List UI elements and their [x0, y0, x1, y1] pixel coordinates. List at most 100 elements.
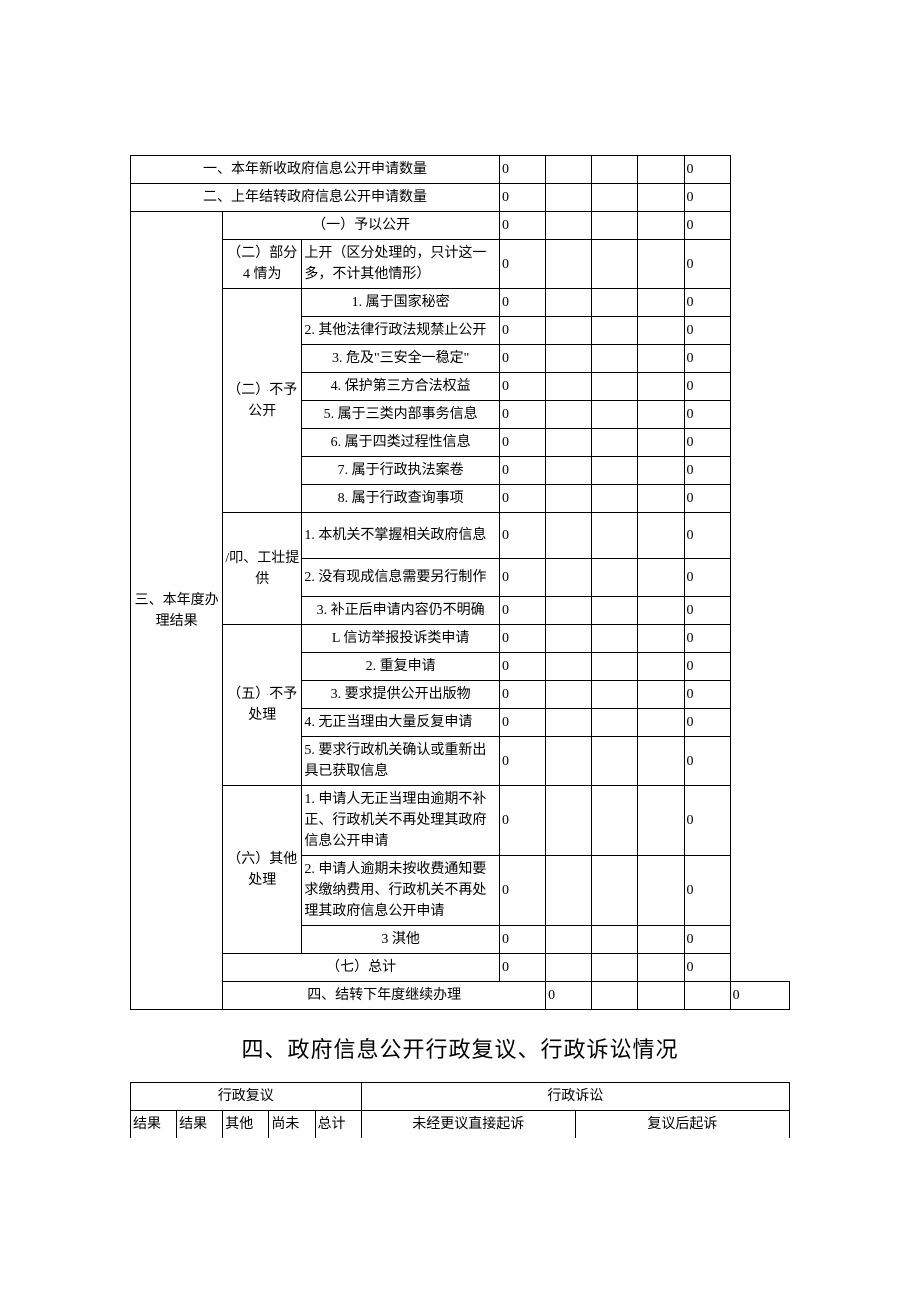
r3-3-item: 5. 属于三类内部事务信息	[302, 401, 500, 429]
cell-empty	[592, 926, 638, 954]
cell-v1: 0	[500, 625, 546, 653]
cell-empty	[546, 926, 592, 954]
r3-3-item: 7. 属于行政执法案卷	[302, 457, 500, 485]
cell-v1: 0	[500, 559, 546, 597]
table-row: 一、本年新收政府信息公开申请数量 0 0	[131, 156, 790, 184]
cell-empty	[592, 317, 638, 345]
cell-v5: 0	[684, 856, 730, 926]
r3-3-item: 3. 危及"三安全一稳定"	[302, 345, 500, 373]
cell-empty	[638, 653, 684, 681]
cell-v1: 0	[500, 709, 546, 737]
cell-empty	[592, 240, 638, 289]
cell-empty	[638, 289, 684, 317]
cell-empty	[592, 954, 638, 982]
r3-3-item: 8. 属于行政查询事项	[302, 485, 500, 513]
cell-v5: 0	[684, 373, 730, 401]
table-row: /叩、工壮提供 1. 本机关不掌握相关政府信息 0 0	[131, 513, 790, 559]
table-row: （七）总计 0 0	[131, 954, 790, 982]
cell-v1: 0	[500, 429, 546, 457]
cell-empty	[638, 156, 684, 184]
t2-qita: 其他	[223, 1111, 269, 1139]
cell-empty	[546, 625, 592, 653]
cell-empty	[638, 485, 684, 513]
cell-v1: 0	[500, 786, 546, 856]
cell-v5: 0	[684, 653, 730, 681]
r3-4-group: /叩、工壮提供	[223, 513, 302, 625]
cell-empty	[638, 429, 684, 457]
cell-empty	[546, 457, 592, 485]
table-row: （二）不予公开 1. 属于国家秘密 0 0	[131, 289, 790, 317]
cell-empty	[546, 653, 592, 681]
cell-v5: 0	[684, 926, 730, 954]
cell-empty	[592, 625, 638, 653]
cell-v1: 0	[500, 954, 546, 982]
cell-empty	[684, 982, 730, 1010]
cell-empty	[592, 856, 638, 926]
table-row: （二）部分4 情为 上开（区分处理的，只计这一多，不计其他情形） 0 0	[131, 240, 790, 289]
r3-5-item: L 信访举报投诉类申请	[302, 625, 500, 653]
cell-v1: 0	[500, 289, 546, 317]
cell-v5: 0	[684, 457, 730, 485]
r3-1-v1: 0	[500, 212, 546, 240]
review-table: 行政复议 行政诉讼 结果 结果 其他 尚未 总计 未经更议直接起诉 复议后起诉	[130, 1082, 790, 1138]
table-row: 结果 结果 其他 尚未 总计 未经更议直接起诉 复议后起诉	[131, 1111, 790, 1139]
t2-shangwei: 尚未	[269, 1111, 315, 1139]
cell-empty	[592, 156, 638, 184]
cell-empty	[546, 156, 592, 184]
cell-empty	[592, 401, 638, 429]
r3-2-v1: 0	[500, 240, 546, 289]
cell-empty	[638, 856, 684, 926]
table-row: 二、上年结转政府信息公开申请数量 0 0	[131, 184, 790, 212]
r3-4-item: 2. 没有现成信息需要另行制作	[302, 559, 500, 597]
table-row: 行政复议 行政诉讼	[131, 1083, 790, 1111]
r3-3-item: 4. 保护第三方合法权益	[302, 373, 500, 401]
cell-empty	[638, 982, 684, 1010]
cell-empty	[638, 317, 684, 345]
r3-2-v5: 0	[684, 240, 730, 289]
cell-empty	[638, 597, 684, 625]
cell-empty	[546, 513, 592, 559]
cell-empty	[546, 401, 592, 429]
cell-v1: 0	[500, 485, 546, 513]
cell-v5: 0	[684, 625, 730, 653]
r3-3-item: 1. 属于国家秘密	[302, 289, 500, 317]
cell-v5: 0	[684, 737, 730, 786]
cell-empty	[638, 737, 684, 786]
cell-empty	[546, 485, 592, 513]
cell-v5: 0	[730, 982, 789, 1010]
cell-empty	[546, 289, 592, 317]
cell-empty	[546, 429, 592, 457]
r3-2-right: 上开（区分处理的，只计这一多，不计其他情形）	[302, 240, 500, 289]
cell-v1: 0	[500, 513, 546, 559]
cell-empty	[638, 457, 684, 485]
cell-empty	[546, 856, 592, 926]
cell-empty	[592, 653, 638, 681]
cell-v1: 0	[500, 345, 546, 373]
cell-empty	[592, 786, 638, 856]
section4-title: 四、政府信息公开行政复议、行政诉讼情况	[130, 1032, 790, 1064]
row1-v5: 0	[684, 156, 730, 184]
r3-5-item: 3. 要求提供公开出版物	[302, 681, 500, 709]
row2-label: 二、上年结转政府信息公开申请数量	[131, 184, 500, 212]
cell-empty	[638, 786, 684, 856]
cell-empty	[546, 559, 592, 597]
r3-6-item: 3 淇他	[302, 926, 500, 954]
r3-4-item: 3. 补正后申请内容仍不明确	[302, 597, 500, 625]
cell-v5: 0	[684, 513, 730, 559]
r3-5-group: （五）不予处理	[223, 625, 302, 786]
r3-6-group: （六）其他处理	[223, 786, 302, 954]
table-row: 四、结转下年度继续办理 0 0	[131, 982, 790, 1010]
cell-empty	[546, 681, 592, 709]
r3-6-item: 1. 申请人无正当理由逾期不补正、行政机关不再处理其政府信息公开申请	[302, 786, 500, 856]
cell-empty	[638, 954, 684, 982]
cell-v1: 0	[500, 926, 546, 954]
cell-empty	[546, 737, 592, 786]
main-table: 一、本年新收政府信息公开申请数量 0 0 二、上年结转政府信息公开申请数量 0 …	[130, 155, 790, 1010]
cell-empty	[592, 457, 638, 485]
cell-v1: 0	[500, 597, 546, 625]
t2-zongji: 总计	[315, 1111, 361, 1139]
cell-empty	[638, 513, 684, 559]
cell-empty	[638, 401, 684, 429]
cell-empty	[592, 559, 638, 597]
cell-v1: 0	[500, 317, 546, 345]
